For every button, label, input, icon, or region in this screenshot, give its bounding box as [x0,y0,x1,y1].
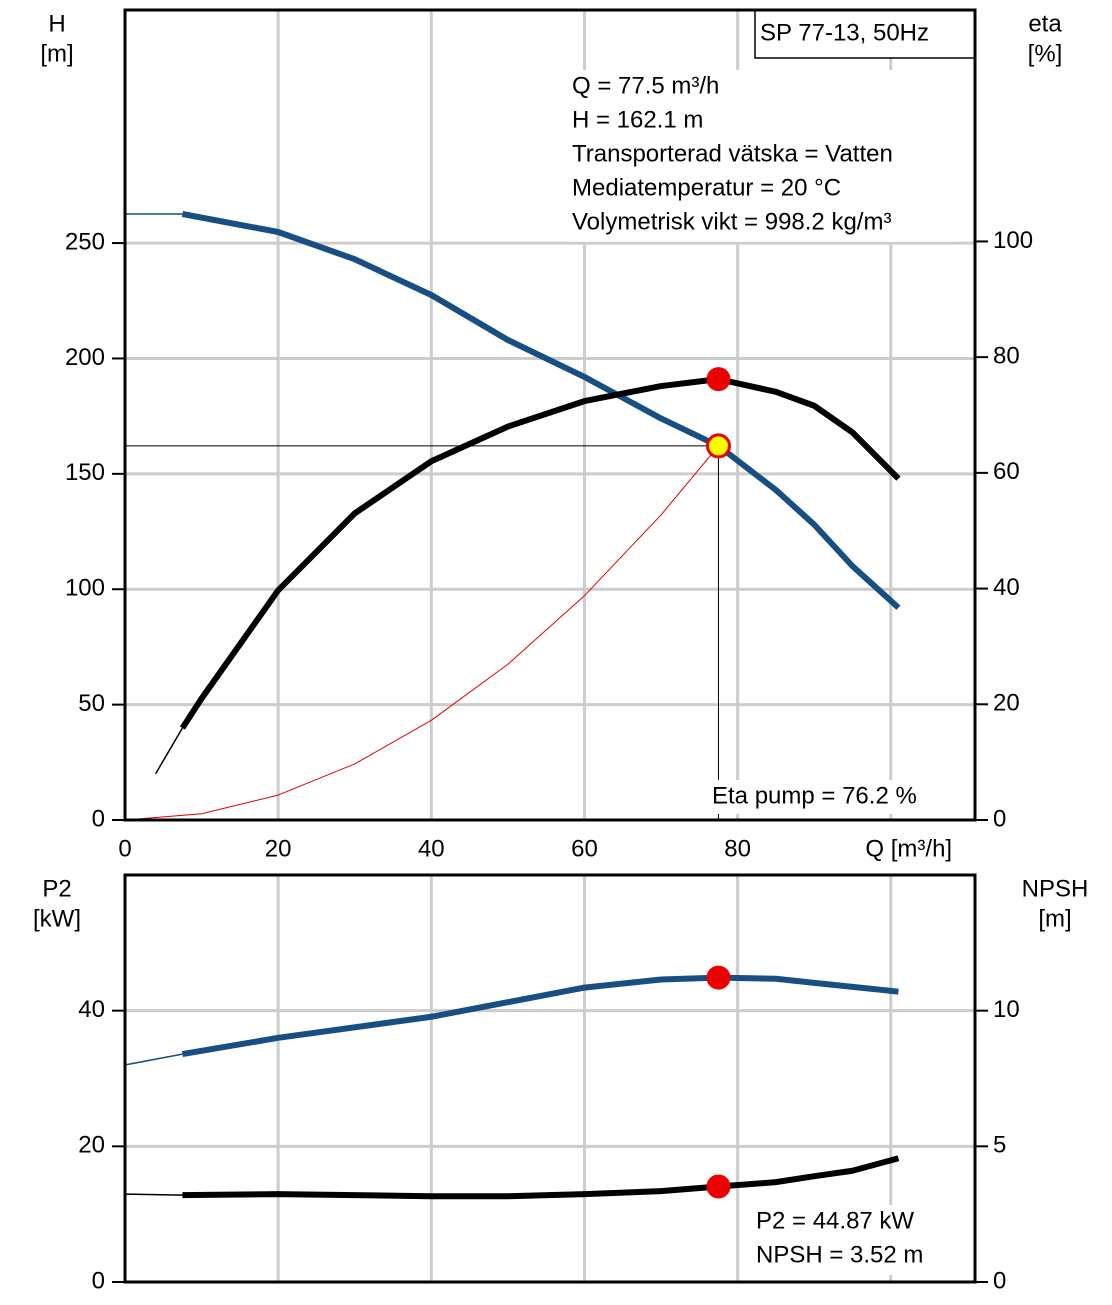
y2-axis-unit: [m] [1038,905,1071,932]
chart-title: SP 77-13, 50Hz [760,19,929,46]
title-box [754,9,976,59]
curve [179,376,901,730]
curve [182,1155,900,1200]
info-text: H = 162.1 m [572,106,703,133]
info-text: P2 = 44.87 kW [756,1207,914,1234]
y2-tick-label: 0 [993,1267,1006,1294]
y-axis-label: H [48,10,65,37]
operating-point-y2 [706,367,731,392]
info-text: Q = 77.5 m³/h [572,72,719,99]
info-text: Transporterad vätska = Vatten [572,140,893,167]
curve [124,1053,183,1066]
y-tick-label: 250 [65,228,105,255]
curve [181,211,901,610]
info-text: NPSH = 3.52 m [756,1241,923,1268]
y2-tick-label: 5 [993,1132,1006,1159]
y-tick-label: 0 [92,1267,105,1294]
curve [124,445,719,821]
y2-tick-label: 10 [993,996,1020,1023]
y-tick-label: 40 [78,996,105,1023]
operating-point [705,433,731,459]
plot-frame [123,873,977,1284]
curve [154,727,184,775]
annotation-box [708,780,958,814]
y-tick-label: 150 [65,459,105,486]
y-axis-unit: [kW] [33,905,81,932]
info-box [752,1205,962,1275]
annotation: Eta pump = 76.2 % [712,782,917,809]
y-tick-label: 200 [65,344,105,371]
y-axis-unit: [m] [40,40,73,67]
y2-tick-label: 20 [993,690,1020,717]
y2-tick-label: 0 [993,805,1006,832]
y2-tick-label: 60 [993,458,1020,485]
x-tick-label: 80 [724,835,751,862]
operating-point-y2 [706,1174,731,1199]
y2-axis-label: eta [1028,10,1062,37]
curve [181,974,899,1058]
y2-tick-label: 40 [993,574,1020,601]
y2-tick-label: 100 [993,227,1033,254]
info-text: Volymetrisk vikt = 998.2 kg/m³ [572,208,891,235]
curve [124,1193,183,1196]
operating-point [706,965,731,990]
x-tick-label: Q [m³/h] [865,835,952,862]
y2-tick-label: 80 [993,342,1020,369]
x-tick-label: 0 [118,835,131,862]
plot-frame [123,8,977,822]
y2-axis-label: NPSH [1022,875,1089,902]
info-text: Mediatemperatur = 20 °C [572,174,841,201]
x-tick-label: 60 [571,835,598,862]
y-axis-label: P2 [42,875,71,902]
y-tick-label: 0 [92,805,105,832]
y-tick-label: 50 [78,690,105,717]
info-box [568,70,953,242]
y2-axis-unit: [%] [1028,40,1063,67]
y-tick-label: 100 [65,575,105,602]
x-tick-label: 40 [418,835,445,862]
y-tick-label: 20 [78,1132,105,1159]
x-tick-label: 20 [265,835,292,862]
